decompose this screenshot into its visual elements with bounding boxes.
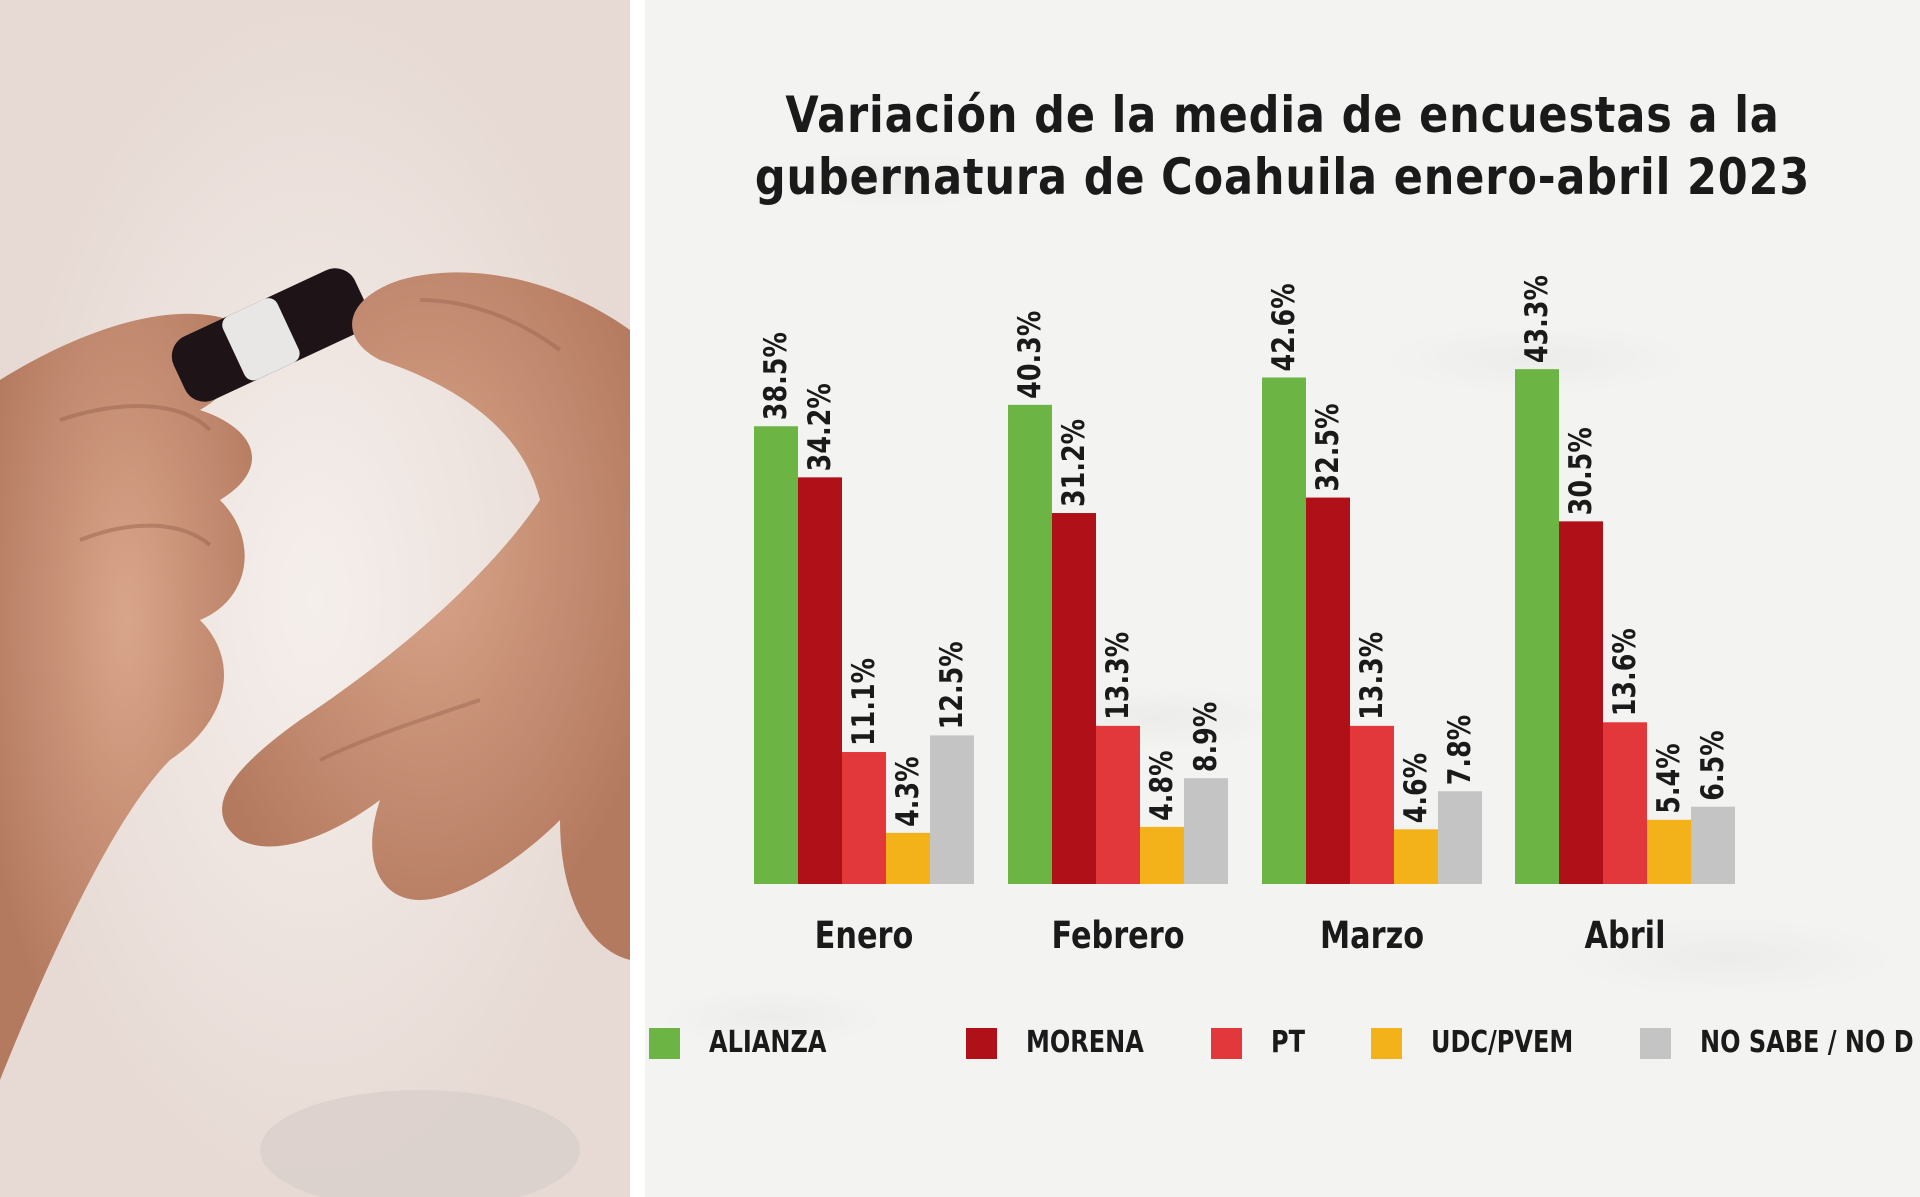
bar-label-enero-morena: 34.2% [802, 383, 838, 471]
bar-febrero-pt [1096, 725, 1140, 884]
bar-enero-alianza [754, 426, 798, 884]
bar-label-abril-morena: 30.5% [1563, 427, 1599, 515]
legend-swatch-udc-pvem [1371, 1028, 1402, 1059]
chart-title-line-1: Variación de la media de encuestas a la [785, 86, 1780, 144]
bar-label-marzo-morena: 32.5% [1310, 403, 1346, 491]
bar-enero-udc-pvem [886, 832, 930, 884]
bar-marzo-morena [1306, 497, 1350, 884]
bar-abril-morena [1559, 521, 1603, 884]
bar-label-febrero-udc-pvem: 4.8% [1144, 750, 1180, 820]
bar-marzo-no-sabe-no-d [1438, 791, 1482, 884]
bar-label-marzo-udc-pvem: 4.6% [1398, 753, 1434, 823]
legend-label-alianza: ALIANZA [709, 1025, 827, 1060]
image-divider [630, 0, 645, 1197]
chart-panel: Variación de la media de encuestas a la … [645, 0, 1920, 1197]
bar-label-abril-pt: 13.6% [1607, 628, 1643, 716]
legend-label-morena: MORENA [1026, 1025, 1144, 1060]
bar-enero-morena [798, 477, 842, 884]
bar-marzo-alianza [1262, 377, 1306, 884]
bar-label-abril-udc-pvem: 5.4% [1651, 743, 1687, 813]
bar-label-abril-no-sabe-no-d: 6.5% [1695, 730, 1731, 800]
legend-label-udc-pvem: UDC/PVEM [1431, 1025, 1574, 1060]
category-label-marzo: Marzo [1320, 914, 1424, 957]
legend-swatch-morena [966, 1028, 997, 1059]
bar-marzo-pt [1350, 725, 1394, 884]
legend-swatch-alianza [649, 1028, 680, 1059]
bar-label-marzo-alianza: 42.6% [1266, 283, 1302, 371]
bar-chart: 38.5%34.2% 11.1%4.3%12.5% Enero 40.3%31.2% 1… [754, 275, 1735, 957]
legend-label-no-sabe-no-d: NO SABE / NO D [1700, 1025, 1914, 1060]
bar-label-marzo-no-sabe-no-d: 7.8% [1442, 715, 1478, 785]
bar-abril-udc-pvem [1647, 819, 1691, 884]
bar-febrero-morena [1052, 513, 1096, 884]
bar-febrero-udc-pvem [1140, 826, 1184, 884]
bar-label-febrero-pt: 13.3% [1100, 632, 1136, 720]
bar-abril-pt [1603, 722, 1647, 884]
category-label-abril: Abril [1585, 914, 1666, 957]
category-label-febrero: Febrero [1051, 914, 1184, 957]
bar-febrero-alianza [1008, 404, 1052, 884]
hands-illustration [0, 0, 630, 1197]
bar-enero-pt [842, 752, 886, 884]
bar-label-enero-no-sabe-no-d: 12.5% [934, 641, 970, 729]
bar-label-enero-alianza: 38.5% [758, 332, 794, 420]
legend-label-pt: PT [1271, 1025, 1305, 1060]
bar-febrero-no-sabe-no-d [1184, 778, 1228, 884]
bar-label-abril-alianza: 43.3% [1519, 275, 1555, 363]
bar-abril-no-sabe-no-d [1691, 806, 1735, 884]
category-label-enero: Enero [815, 914, 914, 957]
bar-label-febrero-alianza: 40.3% [1012, 311, 1048, 399]
bar-marzo-udc-pvem [1394, 829, 1438, 884]
bar-label-febrero-morena: 31.2% [1056, 419, 1092, 507]
chart-title-line-2: gubernatura de Coahuila enero-abril 2023 [754, 148, 1811, 206]
photo-hands-with-pen [0, 0, 630, 1197]
bar-label-enero-pt: 11.1% [846, 658, 882, 746]
bar-enero-no-sabe-no-d [930, 735, 974, 884]
legend-swatch-pt [1211, 1028, 1242, 1059]
bar-label-enero-udc-pvem: 4.3% [890, 756, 926, 826]
legend-swatch-no-sabe-no-d [1640, 1028, 1671, 1059]
bar-abril-alianza [1515, 369, 1559, 885]
bar-label-febrero-no-sabe-no-d: 8.9% [1188, 702, 1224, 772]
bar-label-marzo-pt: 13.3% [1354, 632, 1390, 720]
